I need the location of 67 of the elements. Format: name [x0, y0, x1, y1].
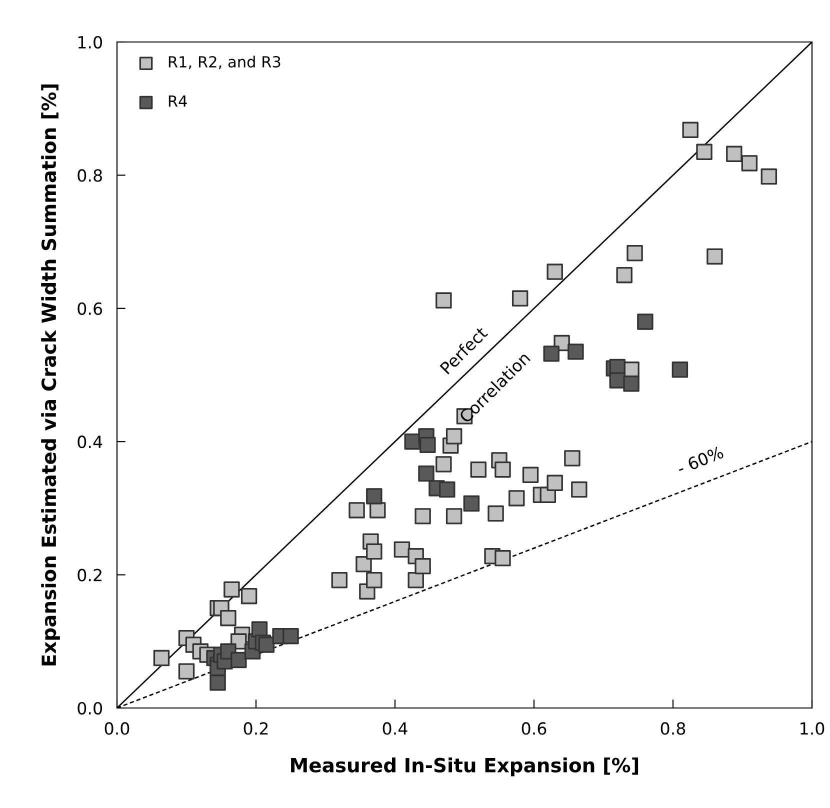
point [240, 588, 258, 604]
point [543, 346, 560, 362]
point [706, 248, 723, 265]
point [616, 266, 632, 284]
x-tick-label: 0.4 [382, 722, 408, 735]
point [414, 508, 431, 524]
point [726, 146, 742, 162]
x-tick-label: 0.2 [244, 722, 268, 735]
point [366, 488, 382, 504]
point [623, 376, 640, 392]
point [508, 490, 525, 506]
point [564, 450, 580, 466]
x-tick-label: 0.8 [660, 722, 686, 735]
point [494, 550, 511, 566]
point [230, 652, 247, 668]
legend-label: R4 [168, 95, 187, 107]
y-tick-label: 0.6 [78, 302, 102, 315]
point [741, 155, 758, 172]
y-tick-label: 0.8 [78, 169, 102, 182]
point [546, 474, 563, 492]
point [153, 650, 170, 666]
point [488, 505, 504, 522]
point [494, 461, 511, 478]
point [436, 292, 452, 309]
point [682, 122, 698, 138]
legend-label: R1, R2, and R3 [168, 56, 280, 70]
point [522, 466, 539, 484]
y-tick-label: 1.0 [78, 36, 102, 49]
point [420, 436, 436, 454]
point [414, 558, 431, 574]
point [696, 144, 712, 160]
x-tick-label: 0.0 [104, 722, 130, 735]
annotation: - 60% [676, 446, 724, 475]
point [220, 610, 236, 626]
point [512, 290, 528, 307]
point [626, 245, 643, 262]
point [178, 663, 195, 680]
y-axis-title: Expansion Estimated via Crack Width Summation [%] [41, 84, 60, 666]
y-tick-label: 0.0 [78, 702, 102, 715]
point [446, 428, 462, 444]
y-tick-label: 0.2 [78, 568, 102, 582]
point [210, 674, 226, 691]
point [571, 481, 588, 498]
point [436, 456, 452, 472]
point [356, 556, 372, 572]
point [331, 572, 348, 588]
point [282, 628, 299, 644]
point [408, 572, 424, 588]
point [672, 362, 688, 378]
point [439, 481, 456, 498]
point [224, 581, 240, 598]
point [348, 502, 365, 518]
point [760, 168, 778, 185]
point [637, 314, 654, 330]
point [418, 465, 434, 482]
point [470, 461, 487, 478]
point [366, 572, 382, 588]
x-tick-label: 0.6 [522, 722, 546, 735]
x-tick-label: 1.0 [800, 722, 824, 735]
y-tick-label: 0.4 [78, 436, 102, 448]
point [568, 344, 584, 360]
point [446, 508, 462, 524]
point [546, 264, 563, 280]
x-axis-title: Measured In-Situ Expansion [%] [291, 757, 638, 776]
point [463, 495, 480, 512]
point [366, 543, 382, 560]
point [258, 636, 275, 653]
